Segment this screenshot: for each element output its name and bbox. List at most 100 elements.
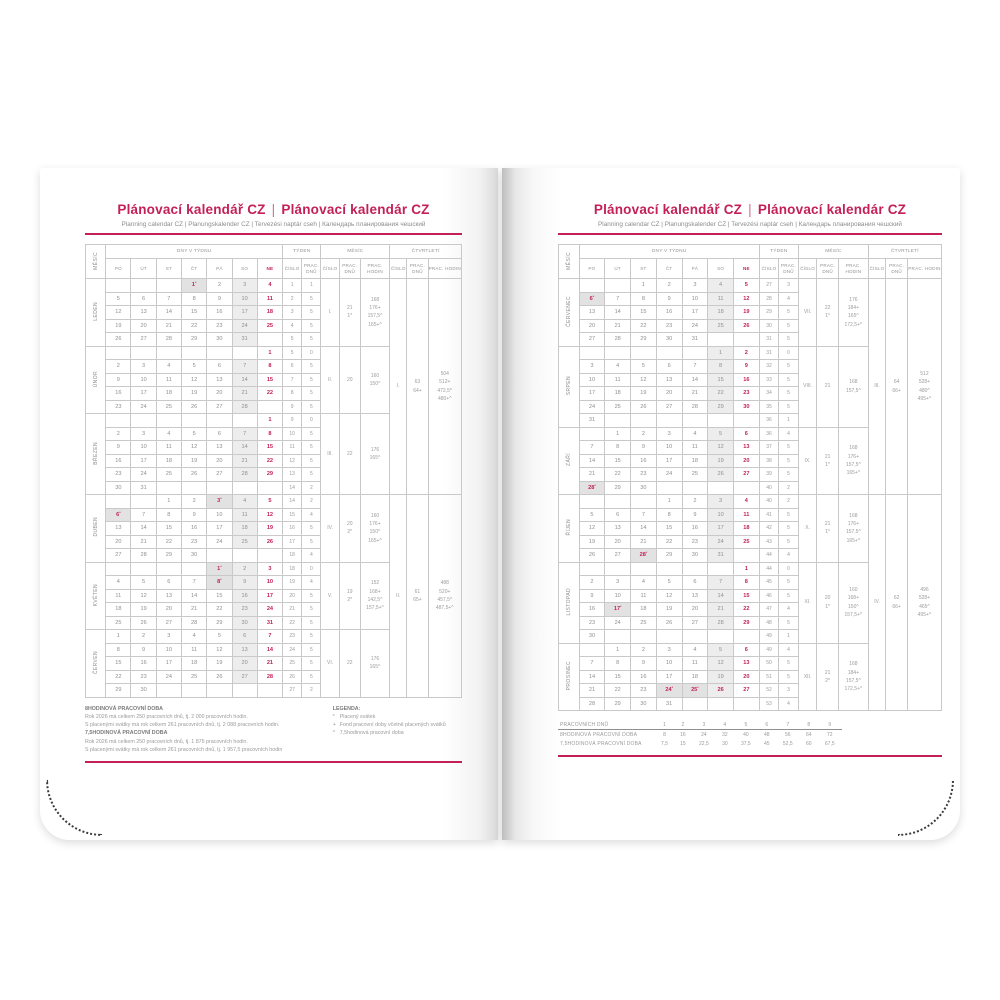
day-cell: 22 bbox=[655, 534, 683, 549]
quarter-workhours-cell: 496 528+ 465^ 495+^ bbox=[906, 494, 943, 711]
day-cell: 28 bbox=[578, 696, 606, 711]
day-cell: 22 bbox=[180, 318, 208, 333]
day-cell bbox=[578, 345, 606, 360]
day-cell: 14 bbox=[630, 521, 657, 536]
week-workdays-cell: 5 bbox=[778, 372, 799, 387]
day-cell: 5 bbox=[707, 642, 734, 657]
month-name-4: KVĚTEN bbox=[92, 583, 99, 606]
right-page-content: Plánovací kalendář CZ | Plánovací kalendár… bbox=[502, 168, 960, 757]
day-cell: 23 bbox=[105, 399, 132, 414]
day-header-po: PO bbox=[105, 258, 132, 279]
day-cell: 6 bbox=[655, 359, 683, 374]
week-number-cell: 27 bbox=[282, 683, 303, 698]
day-cell: 20 bbox=[732, 453, 760, 468]
day-cell bbox=[732, 696, 760, 711]
day-cell: 28 bbox=[130, 548, 157, 563]
footer-value-cell: 9 bbox=[817, 720, 843, 730]
week-workdays-cell: 3 bbox=[778, 683, 799, 698]
day-cell: 27 bbox=[206, 467, 233, 482]
month-column-header-label: MĚSÍC bbox=[565, 251, 572, 270]
week-number-cell: 26 bbox=[282, 669, 303, 684]
sub-header: PRAC. DNŮ bbox=[301, 258, 322, 279]
month-number-cell: XII. bbox=[797, 642, 818, 711]
day-cell: 1 bbox=[707, 345, 734, 360]
day-cell: 13 bbox=[681, 588, 709, 603]
week-number-cell: 9 bbox=[282, 413, 303, 428]
sub-header: ČÍSLO bbox=[320, 258, 340, 279]
day-cell: 4 bbox=[707, 278, 734, 293]
week-number-cell: 35 bbox=[758, 399, 780, 414]
week-number-cell: 32 bbox=[758, 359, 780, 374]
day-cell: 5 bbox=[630, 359, 657, 374]
day-cell: 19 bbox=[180, 453, 208, 468]
month-workhours-cell: 176 184+ 165^ 172,5+^ bbox=[837, 278, 869, 347]
footer-value-cell: 48 bbox=[764, 731, 770, 738]
day-cell: 22 bbox=[206, 602, 233, 617]
day-cell: 1 bbox=[256, 413, 284, 428]
day-cell bbox=[180, 480, 208, 495]
day-cell bbox=[231, 548, 258, 563]
day-cell bbox=[707, 332, 734, 347]
day-cell: 1* bbox=[180, 278, 208, 293]
week-workdays-cell: 5 bbox=[301, 291, 322, 306]
day-cell: 22 bbox=[105, 669, 132, 684]
day-cell: 15 bbox=[655, 521, 683, 536]
day-cell: 29 bbox=[707, 399, 734, 414]
day-cell: 30 bbox=[130, 683, 157, 698]
day-cell: 15 bbox=[256, 440, 284, 455]
left-page: Plánovací kalendář CZ | Plánovací kalendár… bbox=[40, 168, 498, 840]
month-name-2: ZÁŘÍ bbox=[565, 453, 572, 467]
day-cell bbox=[732, 413, 760, 428]
month-group-header: MĚSÍC bbox=[797, 244, 869, 259]
week-number-cell: 40 bbox=[758, 480, 780, 495]
day-cell bbox=[655, 561, 683, 576]
day-cell: 3 bbox=[681, 278, 709, 293]
worktime-line: S placenými svátky má rok celkem 261 pra… bbox=[85, 747, 283, 754]
day-cell: 22 bbox=[707, 386, 734, 401]
day-cell: 18 bbox=[105, 602, 132, 617]
day-cell bbox=[732, 480, 760, 495]
day-header-po: PO bbox=[578, 258, 606, 279]
day-cell bbox=[655, 629, 683, 644]
quarter-workdays-cell: 63 64+ bbox=[406, 278, 429, 495]
day-cell bbox=[105, 413, 132, 428]
week-workdays-cell: 4 bbox=[301, 548, 322, 563]
week-workdays-cell: 5 bbox=[301, 467, 322, 482]
day-cell: 1 bbox=[604, 426, 632, 441]
week-number-cell: 38 bbox=[758, 453, 780, 468]
day-cell: 13 bbox=[105, 521, 132, 536]
day-cell: 17 bbox=[578, 386, 606, 401]
day-cell: 8 bbox=[604, 656, 632, 671]
week-number-cell: 52 bbox=[758, 683, 780, 698]
week-workdays-cell: 5 bbox=[778, 521, 799, 536]
footer-value-cell: 67,5 bbox=[824, 740, 835, 747]
footer-value-cell: 52,5 bbox=[782, 740, 793, 747]
day-cell: 21 bbox=[707, 602, 734, 617]
day-cell: 11 bbox=[681, 656, 709, 671]
day-cell: 11 bbox=[180, 642, 208, 657]
week-workdays-cell: 5 bbox=[778, 588, 799, 603]
week-number-cell: 12 bbox=[282, 453, 303, 468]
day-cell: 20 bbox=[655, 386, 683, 401]
day-cell: 25 bbox=[707, 318, 734, 333]
week-number-cell: 39 bbox=[758, 467, 780, 482]
week-workdays-cell: 5 bbox=[301, 372, 322, 387]
day-cell bbox=[231, 345, 258, 360]
day-cell: 13 bbox=[604, 521, 632, 536]
week-number-cell: 25 bbox=[282, 656, 303, 671]
day-cell: 21 bbox=[180, 602, 208, 617]
week-number-cell: 21 bbox=[282, 602, 303, 617]
week-workdays-cell: 5 bbox=[301, 656, 322, 671]
week-workdays-cell: 5 bbox=[778, 656, 799, 671]
day-cell bbox=[155, 561, 183, 576]
day-cell: 6 bbox=[732, 642, 760, 657]
month-workdays-cell: 21 1* bbox=[816, 426, 839, 495]
day-cell: 25 bbox=[604, 399, 632, 414]
month-name-cell: LEDEN bbox=[84, 278, 107, 347]
month-workhours-cell: 168 176+ 157,5^ 165+^ bbox=[359, 278, 391, 347]
week-number-cell: 44 bbox=[758, 548, 780, 563]
day-cell: 24 bbox=[604, 615, 632, 630]
day-cell: 30 bbox=[732, 399, 760, 414]
week-number-cell: 48 bbox=[758, 615, 780, 630]
day-cell: 25 bbox=[155, 467, 183, 482]
